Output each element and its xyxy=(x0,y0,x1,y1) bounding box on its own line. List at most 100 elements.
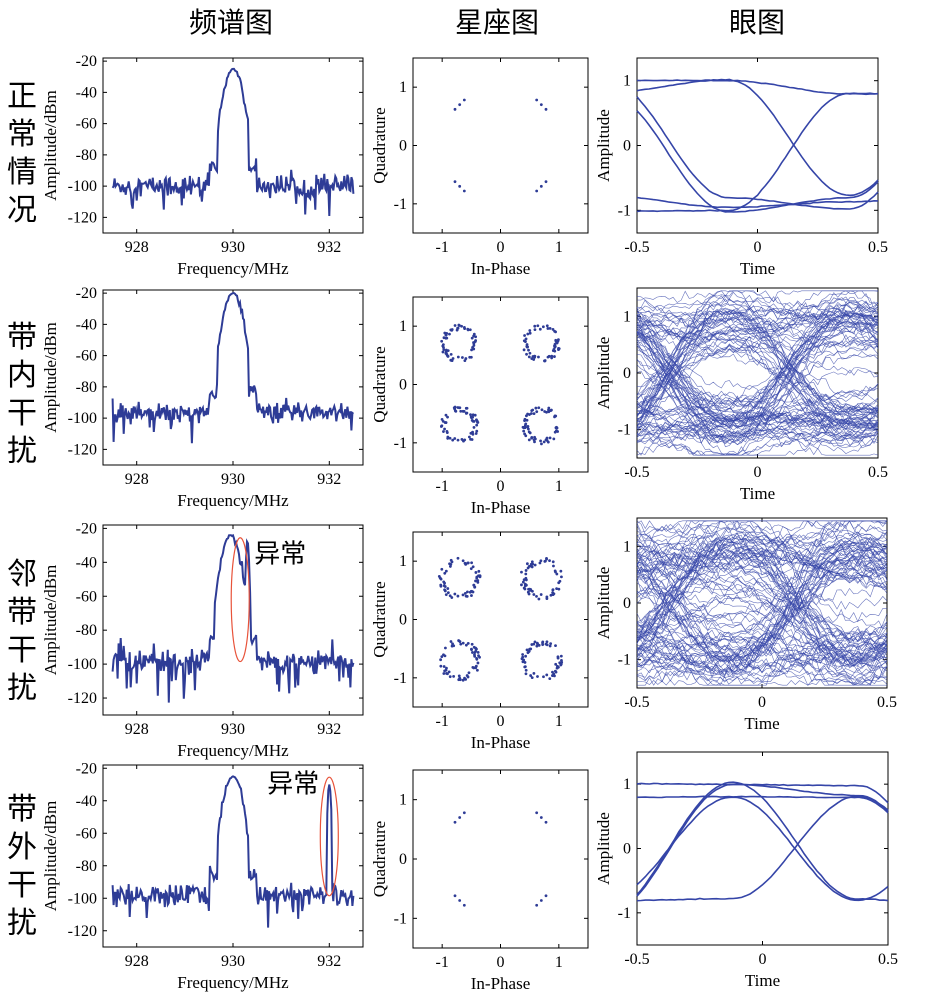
constellation-point xyxy=(474,339,478,342)
axes-box xyxy=(636,751,889,946)
constellation-point xyxy=(475,423,479,427)
x-tick-label: 1 xyxy=(555,713,563,730)
constellation-point xyxy=(560,658,563,662)
eye-outband: -0.5 0 0.5 1 0 -1 Time Amplitude xyxy=(594,751,898,990)
eye-trace xyxy=(636,321,879,456)
constellation-point xyxy=(472,583,476,587)
eye-trace xyxy=(636,331,879,431)
eye-trace xyxy=(636,345,879,445)
y-tick-label: -100 xyxy=(68,410,97,427)
constellation-point xyxy=(442,348,446,351)
constellation-point xyxy=(460,324,463,328)
constellation-point xyxy=(443,427,446,431)
constellation-point xyxy=(525,352,528,356)
eye-trace xyxy=(636,79,879,96)
constellation-point xyxy=(446,587,450,590)
constellation-point xyxy=(463,327,467,331)
constellation-point xyxy=(527,650,531,654)
constellation-point xyxy=(537,355,540,359)
constellation-point xyxy=(447,670,451,674)
constellation-point xyxy=(539,899,543,902)
constellation-point xyxy=(462,811,466,815)
constellation-point xyxy=(448,436,452,440)
y-tick-label: -40 xyxy=(76,84,97,101)
constellation-point xyxy=(464,678,468,681)
constellation-point xyxy=(541,643,545,647)
x-tick-label: -0.5 xyxy=(624,951,649,968)
eye-trace xyxy=(636,406,879,442)
constellation-point xyxy=(521,653,525,656)
constellation-point xyxy=(461,356,464,359)
eye-trace xyxy=(636,520,888,594)
eye-trace xyxy=(636,548,888,623)
y-tick-label: 1 xyxy=(623,776,631,793)
constellation-point xyxy=(439,658,443,662)
constellation-point xyxy=(553,345,557,349)
row-label-char: 邻 xyxy=(7,557,37,592)
x-tick-label: 930 xyxy=(221,953,245,970)
constellation-point xyxy=(528,331,532,335)
y-tick-label: -40 xyxy=(76,554,97,571)
x-tick-label: 930 xyxy=(221,721,245,738)
constellation-point xyxy=(449,640,453,643)
constellation-point xyxy=(529,674,533,677)
constellation-point xyxy=(439,664,443,668)
eye-trace xyxy=(636,334,879,448)
y-tick-label: -20 xyxy=(76,760,97,777)
row-label-char: 正 xyxy=(7,79,37,114)
y-tick-label: 0 xyxy=(399,851,407,868)
constellation-point xyxy=(526,427,530,431)
constellation-point xyxy=(543,559,547,563)
axes-box xyxy=(102,524,364,716)
constellation-point xyxy=(535,98,539,102)
x-tick-label: 0 xyxy=(754,464,762,481)
constellation-point xyxy=(458,184,462,188)
eye-trace xyxy=(636,327,879,456)
constellation-point xyxy=(464,594,468,598)
y-tick-label: -1 xyxy=(618,905,631,922)
eye-trace xyxy=(636,582,888,686)
y-tick-label: -60 xyxy=(76,588,97,605)
constellation-point xyxy=(453,894,457,898)
y-tick-label: -40 xyxy=(76,793,97,810)
x-axis-label: In-Phase xyxy=(471,974,530,993)
constellation-point xyxy=(462,189,466,193)
constellation-point xyxy=(546,327,550,330)
x-tick-label: 932 xyxy=(317,953,341,970)
constellation-point xyxy=(470,336,474,340)
spectrum-inband: 928 930 932 -20 -40 -60 -80 -100 -120 Frequency/M… xyxy=(41,285,364,510)
constellation-point xyxy=(535,903,539,907)
constellation-point xyxy=(554,429,558,433)
y-tick-label: -100 xyxy=(68,890,97,907)
constellation-point xyxy=(551,670,554,674)
constellation-point xyxy=(477,574,480,578)
eye-trace xyxy=(636,530,888,637)
eye-trace xyxy=(636,328,879,410)
constellation-point xyxy=(549,409,553,412)
constellation-point xyxy=(555,341,559,345)
constellation-point xyxy=(559,654,563,658)
anomaly-label: 异常 xyxy=(254,539,306,569)
constellation-point xyxy=(526,425,530,428)
constellation-point xyxy=(524,340,527,343)
eye-trace xyxy=(636,525,888,666)
spectrum-trace xyxy=(111,67,355,217)
spectrum-outband: 928 930 932 -20 -40 -60 -80 -100 -120 Frequency/M… xyxy=(41,760,364,992)
row-label-char: 况 xyxy=(7,193,37,228)
constellation-point xyxy=(440,424,444,428)
x-tick-label: 932 xyxy=(317,239,341,256)
constellation-point xyxy=(475,418,478,422)
eye-trace xyxy=(636,315,879,428)
eye-trace xyxy=(636,571,888,672)
y-tick-label: -60 xyxy=(76,348,97,365)
constellation-point xyxy=(524,578,528,582)
constellation-point xyxy=(475,657,479,661)
y-tick-label: 1 xyxy=(623,73,631,90)
constellation-point xyxy=(524,569,528,572)
constellation-point xyxy=(530,357,534,361)
y-axis-label: Amplitude xyxy=(594,109,613,182)
x-tick-label: -1 xyxy=(436,713,449,730)
eye-trace xyxy=(636,541,888,681)
constellation-point xyxy=(448,332,451,336)
